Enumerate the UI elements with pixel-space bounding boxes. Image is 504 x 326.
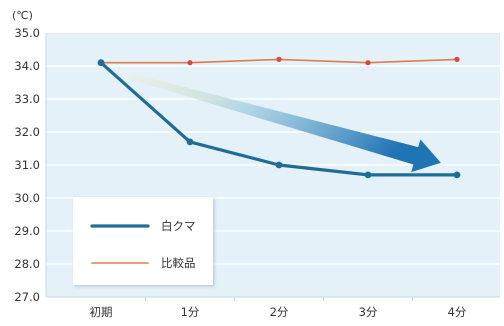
y-tick-label: 28.0	[14, 257, 40, 271]
data-point	[453, 171, 461, 179]
y-tick-label: 27.0	[14, 290, 40, 304]
data-point	[364, 171, 372, 179]
x-tick-label: 4分	[448, 305, 467, 319]
legend-box	[73, 197, 213, 285]
trend-arrow	[128, 73, 441, 173]
data-point	[187, 60, 193, 66]
x-tick-label: 初期	[90, 305, 113, 319]
data-point	[365, 60, 371, 66]
x-tick-label: 1分	[181, 305, 200, 319]
y-tick-label: 33.0	[14, 92, 40, 106]
x-tick-label: 2分	[270, 305, 289, 319]
data-point	[454, 56, 460, 63]
y-tick-label: 32.0	[14, 125, 40, 139]
legend-label: 白クマ	[161, 219, 196, 233]
data-point	[97, 59, 105, 67]
data-point	[186, 138, 194, 146]
data-point	[276, 56, 282, 63]
y-tick-label: 34.0	[14, 59, 40, 73]
y-tick-label: 31.0	[14, 158, 40, 172]
y-tick-label: 35.0	[14, 26, 40, 40]
y-tick-label: 30.0	[14, 191, 40, 205]
y-axis-unit-label: (℃)	[12, 9, 33, 22]
x-tick-label: 3分	[359, 305, 378, 319]
y-tick-label: 29.0	[14, 224, 40, 238]
legend-label: 比較品	[161, 256, 196, 270]
data-point	[275, 161, 283, 169]
